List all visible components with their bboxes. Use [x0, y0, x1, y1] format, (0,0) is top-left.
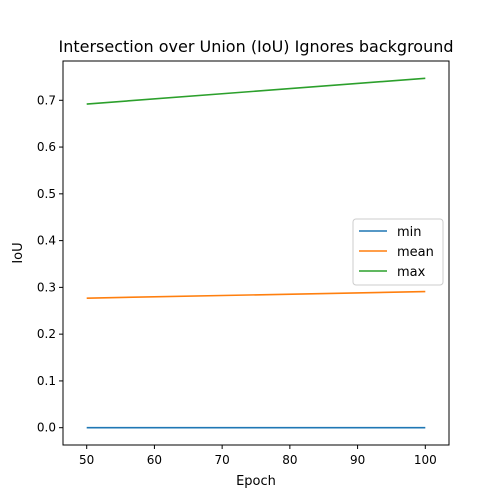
y-tick-label: 0.2: [37, 327, 56, 341]
series-line-mean: [86, 290, 426, 299]
axes-frame: [62, 60, 450, 446]
y-axis-ticks: 0.0 0.1 0.2 0.3 0.4 0.5 0.6 0.7: [37, 93, 63, 435]
series-line-max: [86, 77, 426, 105]
legend-label-min: min: [397, 225, 422, 240]
x-tick-label: 80: [282, 453, 297, 467]
chart-title: Intersection over Union (IoU) Ignores ba…: [58, 37, 453, 56]
legend-label-max: max: [397, 265, 426, 280]
legend-box: [352, 218, 444, 286]
x-tick-label: 50: [79, 453, 94, 467]
legend: min mean max: [352, 218, 444, 286]
y-tick-label: 0.7: [37, 93, 56, 107]
x-tick-label: 90: [350, 453, 365, 467]
y-tick-label: 0.4: [37, 234, 56, 248]
y-axis-label: IoU: [11, 242, 26, 263]
legend-label-mean: mean: [397, 245, 434, 260]
y-tick-label: 0.3: [37, 280, 56, 294]
x-axis-label: Epoch: [236, 474, 276, 489]
y-tick-label: 0.5: [37, 187, 56, 201]
x-tick-label: 100: [414, 453, 437, 467]
y-tick-label: 0.6: [37, 140, 56, 154]
y-tick-label: 0.1: [37, 374, 56, 388]
x-tick-label: 70: [214, 453, 229, 467]
plot-area: [62, 60, 450, 446]
x-axis-ticks: 50 60 70 80 90 100: [79, 445, 437, 467]
series-layer: [86, 77, 426, 429]
legend-items: min mean max: [359, 225, 434, 280]
y-tick-label: 0.0: [37, 421, 56, 435]
x-tick-label: 60: [147, 453, 162, 467]
